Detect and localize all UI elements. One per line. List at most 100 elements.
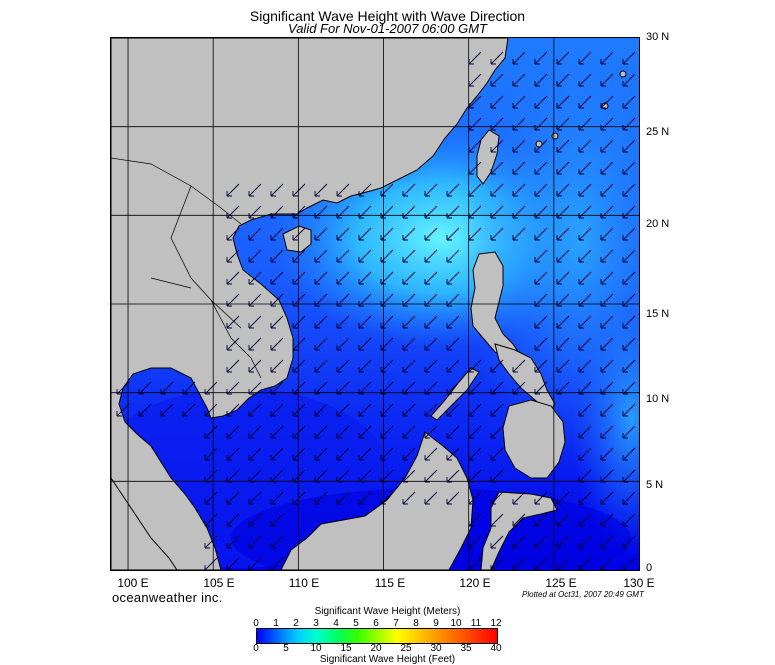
wave-direction-arrow <box>490 95 504 109</box>
wave-direction-arrow <box>468 139 482 153</box>
wave-direction-arrow <box>292 381 306 395</box>
lon-label: 105 E <box>203 576 235 590</box>
wave-direction-arrow <box>578 535 592 549</box>
wave-direction-arrow <box>292 227 306 241</box>
wave-direction-arrow <box>490 557 504 570</box>
ryukyu-island <box>535 140 543 148</box>
wave-direction-arrow <box>248 491 262 505</box>
wave-direction-arrow <box>534 513 548 527</box>
wave-direction-arrow <box>556 73 570 87</box>
wave-direction-arrow <box>622 227 636 241</box>
colorbar <box>256 628 498 644</box>
wave-direction-arrow <box>556 513 570 527</box>
wave-direction-arrow <box>534 51 548 65</box>
wave-direction-arrow <box>622 513 636 527</box>
wave-direction-arrow <box>292 447 306 461</box>
lon-label: 120 E <box>459 576 491 590</box>
feet-tick-label: 0 <box>253 643 259 654</box>
wave-direction-arrow <box>446 425 460 439</box>
wave-direction-arrow <box>248 359 262 373</box>
wave-direction-arrow <box>446 227 460 241</box>
wave-direction-arrow <box>578 315 592 329</box>
wave-direction-arrow <box>446 359 460 373</box>
wave-direction-arrow <box>314 227 328 241</box>
wave-direction-arrow <box>622 161 636 175</box>
lat-label: 20 N <box>646 218 670 230</box>
wave-direction-arrow <box>248 249 262 263</box>
wave-direction-arrow <box>358 381 372 395</box>
wave-direction-arrow <box>226 337 240 351</box>
wave-direction-arrow <box>358 491 372 505</box>
wave-direction-arrow <box>314 469 328 483</box>
wave-direction-arrow <box>578 227 592 241</box>
wave-direction-arrow <box>490 139 504 153</box>
wave-direction-arrow <box>556 315 570 329</box>
wave-direction-arrow <box>248 469 262 483</box>
borneo-island <box>280 431 474 570</box>
wave-direction-arrow <box>578 205 592 219</box>
wave-direction-arrow <box>336 271 350 285</box>
wave-direction-arrow <box>226 491 240 505</box>
wave-direction-arrow <box>512 227 526 241</box>
wave-direction-arrow <box>468 425 482 439</box>
wave-direction-arrow <box>292 293 306 307</box>
wave-direction-arrow <box>534 535 548 549</box>
wave-direction-arrow <box>292 183 306 197</box>
wave-direction-arrow <box>336 491 350 505</box>
wave-direction-arrow <box>556 535 570 549</box>
mindanao-island <box>502 399 566 479</box>
wave-direction-arrow <box>578 51 592 65</box>
wave-direction-arrow <box>490 425 504 439</box>
wave-direction-arrow <box>534 557 548 570</box>
wave-direction-arrow <box>292 337 306 351</box>
colorbar-title-feet: Significant Wave Height (Feet) <box>319 654 456 665</box>
wave-direction-arrow <box>226 535 240 549</box>
wave-map <box>110 37 640 571</box>
meter-tick-label: 11 <box>470 618 482 629</box>
wave-direction-arrow <box>622 139 636 153</box>
wave-direction-arrow <box>358 447 372 461</box>
wave-direction-arrow <box>556 161 570 175</box>
wave-direction-arrow <box>490 491 504 505</box>
wave-direction-arrow <box>600 403 614 417</box>
wave-direction-arrow <box>512 359 526 373</box>
wave-direction-arrow <box>424 293 438 307</box>
wave-direction-arrow <box>424 183 438 197</box>
wave-direction-arrow <box>226 359 240 373</box>
wave-direction-arrow <box>534 161 548 175</box>
meter-tick-label: 7 <box>393 618 399 629</box>
wave-direction-arrow <box>402 469 416 483</box>
wave-direction-arrow <box>226 205 240 219</box>
sulawesi-island <box>480 491 558 570</box>
wave-direction-arrow <box>270 557 284 570</box>
wave-direction-arrow <box>292 249 306 263</box>
wave-direction-arrow <box>600 337 614 351</box>
wave-direction-arrow <box>336 205 350 219</box>
wave-direction-arrow <box>270 403 284 417</box>
wave-direction-arrow <box>468 557 482 570</box>
border-line <box>111 157 262 379</box>
wave-direction-arrow <box>160 381 174 395</box>
wave-direction-arrow <box>270 359 284 373</box>
meter-tick-label: 10 <box>450 618 462 629</box>
ryukyu-island <box>619 70 627 78</box>
wave-direction-arrow <box>226 381 240 395</box>
wave-direction-arrow <box>292 425 306 439</box>
wave-direction-arrow <box>622 315 636 329</box>
meter-tick-label: 6 <box>373 618 379 629</box>
wave-direction-arrow <box>204 491 218 505</box>
wave-direction-arrow <box>600 425 614 439</box>
wave-direction-arrow <box>424 249 438 263</box>
wave-direction-arrow <box>512 51 526 65</box>
wave-direction-arrow <box>578 513 592 527</box>
wave-direction-arrow <box>446 183 460 197</box>
wave-direction-arrow <box>270 535 284 549</box>
wave-direction-arrow <box>578 117 592 131</box>
wave-direction-arrow <box>468 381 482 395</box>
wave-direction-arrow <box>380 425 394 439</box>
wave-direction-arrow <box>380 403 394 417</box>
wave-direction-arrow <box>116 381 130 395</box>
wave-direction-arrow <box>226 293 240 307</box>
wave-direction-arrow <box>402 425 416 439</box>
wave-direction-arrow <box>468 73 482 87</box>
